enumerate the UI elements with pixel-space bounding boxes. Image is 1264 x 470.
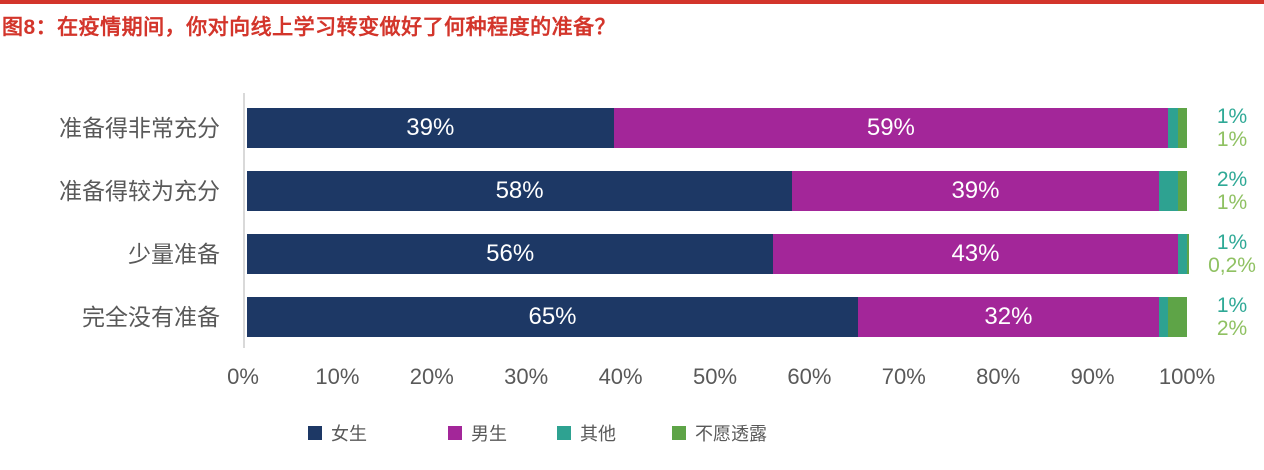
legend-item-其他: 其他 [557,423,616,444]
bar-segment-女生: 58% [247,171,793,211]
legend-swatch-icon [557,426,571,440]
segment-value-label: 65% [528,303,577,330]
segment-value-label: 56% [486,240,535,267]
x-tick-label: 80% [976,364,1021,389]
x-tick-label: 100% [1158,364,1216,389]
bar-segment-不愿透露 [1186,234,1189,274]
x-tick-label: 30% [504,364,549,389]
x-tick-label: 60% [787,364,832,389]
bar-segment-不愿透露 [1168,297,1187,337]
segment-value-label: 59% [866,114,915,141]
y-axis-line [243,93,245,348]
legend: 女生 男生 其他 不愿透露 [0,423,1264,447]
bar-segment-其他 [1168,108,1178,148]
segment-value-label: 58% [495,177,544,204]
legend-label: 女生 [331,424,367,444]
category-label: 少量准备 [128,241,220,267]
bar-segment-不愿透露 [1177,108,1187,148]
segment-value-label: 32% [984,303,1033,330]
outside-value-labels: 1% 0,2% [1196,231,1264,277]
legend-label: 男生 [471,424,507,444]
stacked-bar: 58% 39% [247,171,1187,211]
legend-swatch-icon [308,426,322,440]
bar-segment-男生: 43% [773,234,1178,274]
bar-segment-男生: 59% [613,108,1169,148]
category-label: 准备得较为充分 [59,178,220,204]
legend-swatch-icon [448,426,462,440]
outside-value-其他: 1% [1216,294,1248,317]
bar-segment-其他 [1158,297,1169,337]
x-tick-label: 70% [881,364,926,389]
outside-value-labels: 1% 1% [1196,105,1264,151]
bar-segment-其他 [1177,234,1187,274]
segment-value-label: 39% [951,177,1000,204]
legend-label: 不愿透露 [695,424,767,444]
outside-value-labels: 1% 2% [1196,294,1264,340]
bar-segment-其他 [1158,171,1178,211]
legend-item-女生: 女生 [308,423,367,444]
outside-value-labels: 2% 1% [1196,168,1264,214]
x-tick-label: 40% [598,364,643,389]
x-tick-label: 90% [1070,364,1115,389]
outside-value-其他: 2% [1216,168,1248,191]
bar-segment-女生: 65% [247,297,858,337]
outside-value-不愿透露: 1% [1216,191,1248,214]
x-tick-label: 10% [315,364,360,389]
legend-item-男生: 男生 [448,423,507,444]
category-label: 完全没有准备 [82,304,220,330]
stacked-bar: 39% 59% [247,108,1187,148]
legend-item-不愿透露: 不愿透露 [672,423,767,444]
category-label: 准备得非常充分 [59,115,220,141]
x-axis: 0% 10% 20% 30% 40% 50% 60% 70% 80% 90% 100% [0,364,1264,390]
x-tick-label: 0% [227,364,259,389]
outside-value-其他: 1% [1216,231,1248,254]
legend-swatch-icon [672,426,686,440]
top-accent-rule [0,0,1264,4]
x-tick-label: 20% [409,364,454,389]
stacked-bar: 56% 43% [247,234,1189,274]
outside-value-不愿透露: 2% [1216,317,1248,340]
bar-segment-男生: 32% [858,297,1159,337]
chart-title: 图8：在疫情期间，你对向线上学习转变做好了何种程度的准备？ [2,16,617,39]
bar-segment-不愿透露 [1177,171,1187,211]
x-tick-label: 50% [692,364,738,389]
outside-value-不愿透露: 0,2% [1208,254,1256,277]
outside-value-其他: 1% [1216,105,1248,128]
segment-value-label: 39% [406,114,455,141]
bar-segment-女生: 39% [247,108,614,148]
bar-segment-女生: 56% [247,234,774,274]
bar-segment-男生: 39% [792,171,1159,211]
legend-label: 其他 [580,424,616,444]
segment-value-label: 43% [951,240,1000,267]
stacked-bar: 65% 32% [247,297,1187,337]
outside-value-不愿透露: 1% [1216,128,1248,151]
